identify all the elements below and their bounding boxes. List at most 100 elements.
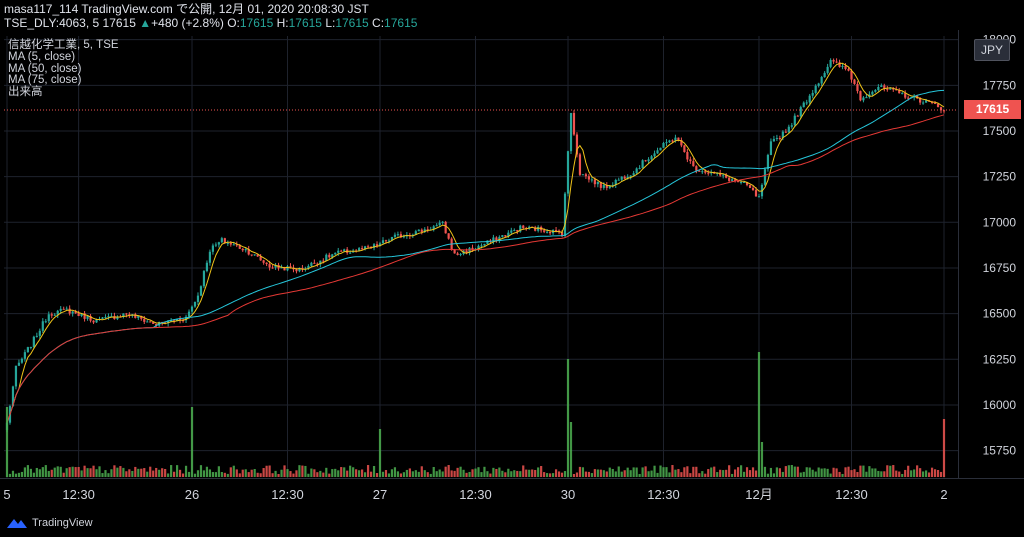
- candle-body: [668, 140, 671, 143]
- candle-body: [337, 250, 340, 253]
- volume-bar: [56, 466, 59, 477]
- volume-bar: [605, 471, 608, 477]
- candle-body: [796, 115, 799, 117]
- candle-body: [689, 159, 692, 162]
- candle-body: [865, 97, 868, 99]
- candle-body: [65, 308, 68, 310]
- candle-body: [665, 142, 668, 144]
- volume-bar: [369, 471, 373, 477]
- volume-bar: [716, 472, 719, 477]
- volume-bar: [617, 466, 620, 477]
- candle-body: [14, 365, 18, 387]
- volume-bar: [334, 468, 337, 477]
- volume-bar: [20, 471, 24, 477]
- volume-bar: [381, 471, 385, 477]
- tradingview-brand[interactable]: TradingView: [6, 517, 93, 529]
- candle-body: [617, 179, 620, 181]
- volume-bar: [80, 470, 83, 477]
- candle-body: [605, 184, 608, 188]
- candle-body: [241, 248, 244, 251]
- candle-body: [641, 160, 644, 169]
- candle-body: [340, 250, 343, 252]
- candle-body: [850, 70, 853, 80]
- volume-bar: [742, 471, 746, 477]
- volume-bar: [167, 473, 170, 477]
- candle-body: [140, 315, 143, 319]
- high-value: 17615: [288, 16, 322, 30]
- volume-bar: [190, 407, 194, 477]
- volume-bar: [853, 469, 856, 477]
- volume-bar: [214, 472, 217, 477]
- volume-bar: [927, 472, 931, 477]
- currency-button[interactable]: JPY: [974, 39, 1010, 61]
- candle-body: [53, 314, 56, 316]
- volume-bar: [274, 470, 277, 477]
- volume-bar: [689, 473, 692, 477]
- volume-bar: [668, 472, 671, 477]
- candle-body: [167, 320, 170, 324]
- candle-body: [190, 306, 194, 312]
- volume-bar: [769, 467, 773, 477]
- volume-bar: [745, 467, 749, 477]
- volume-bar: [841, 473, 844, 477]
- volume-bar: [936, 470, 940, 477]
- volume-bar: [226, 473, 229, 477]
- candle-body: [584, 174, 588, 177]
- candle-body: [283, 267, 286, 271]
- candle-body: [907, 97, 910, 99]
- volume-bar: [131, 470, 134, 477]
- volume-bar: [143, 468, 146, 477]
- candle-body: [722, 174, 725, 176]
- volume-bar: [77, 466, 80, 477]
- volume-bar: [450, 470, 453, 477]
- volume-bar: [713, 466, 716, 477]
- x-tick-label: 12:30: [459, 487, 492, 502]
- candle-body: [620, 176, 623, 180]
- volume-bar: [92, 465, 95, 477]
- candle-body: [92, 320, 95, 323]
- candle-body: [766, 154, 770, 170]
- candle-body: [420, 229, 423, 232]
- volume-bar: [498, 467, 501, 477]
- y-tick-label: 17500: [983, 124, 1017, 138]
- candle-body: [578, 154, 582, 175]
- volume-bar: [471, 469, 474, 477]
- candle-body: [745, 181, 749, 186]
- candle-body: [659, 147, 662, 151]
- candle-body: [35, 335, 38, 337]
- volume-bar: [164, 468, 167, 477]
- volume-bar: [355, 469, 358, 477]
- volume-bar: [113, 465, 116, 477]
- volume-bar: [942, 419, 946, 477]
- candle-body: [549, 231, 552, 234]
- candle-body: [149, 321, 152, 323]
- candle-body: [936, 103, 940, 108]
- volume-bar: [23, 467, 27, 477]
- volume-bar: [835, 468, 838, 477]
- volume-bar: [152, 470, 155, 477]
- volume-bar: [546, 473, 549, 477]
- candle-body: [692, 161, 695, 167]
- legend-volume: 出来高: [8, 86, 43, 99]
- volume-bar: [680, 472, 683, 477]
- candle-body: [799, 107, 802, 117]
- candle-body: [805, 102, 808, 104]
- volume-bar: [199, 465, 203, 477]
- candle-body: [83, 313, 86, 319]
- volume-bar: [871, 468, 874, 477]
- volume-bar: [262, 468, 265, 477]
- volume-bar: [286, 469, 289, 477]
- volume-bar: [560, 472, 564, 477]
- candle-body: [480, 245, 483, 247]
- volume-bar: [635, 467, 638, 477]
- symbol-label: TSE_DLY:4063, 5: [4, 16, 100, 30]
- candle-body: [253, 254, 256, 256]
- volume-bar: [686, 466, 689, 477]
- volume-bar: [569, 422, 573, 477]
- candle-body: [787, 126, 790, 133]
- volume-bar: [11, 470, 15, 477]
- candle-body: [742, 181, 746, 183]
- volume-bar: [384, 470, 388, 477]
- y-tick-label: 16750: [983, 261, 1017, 275]
